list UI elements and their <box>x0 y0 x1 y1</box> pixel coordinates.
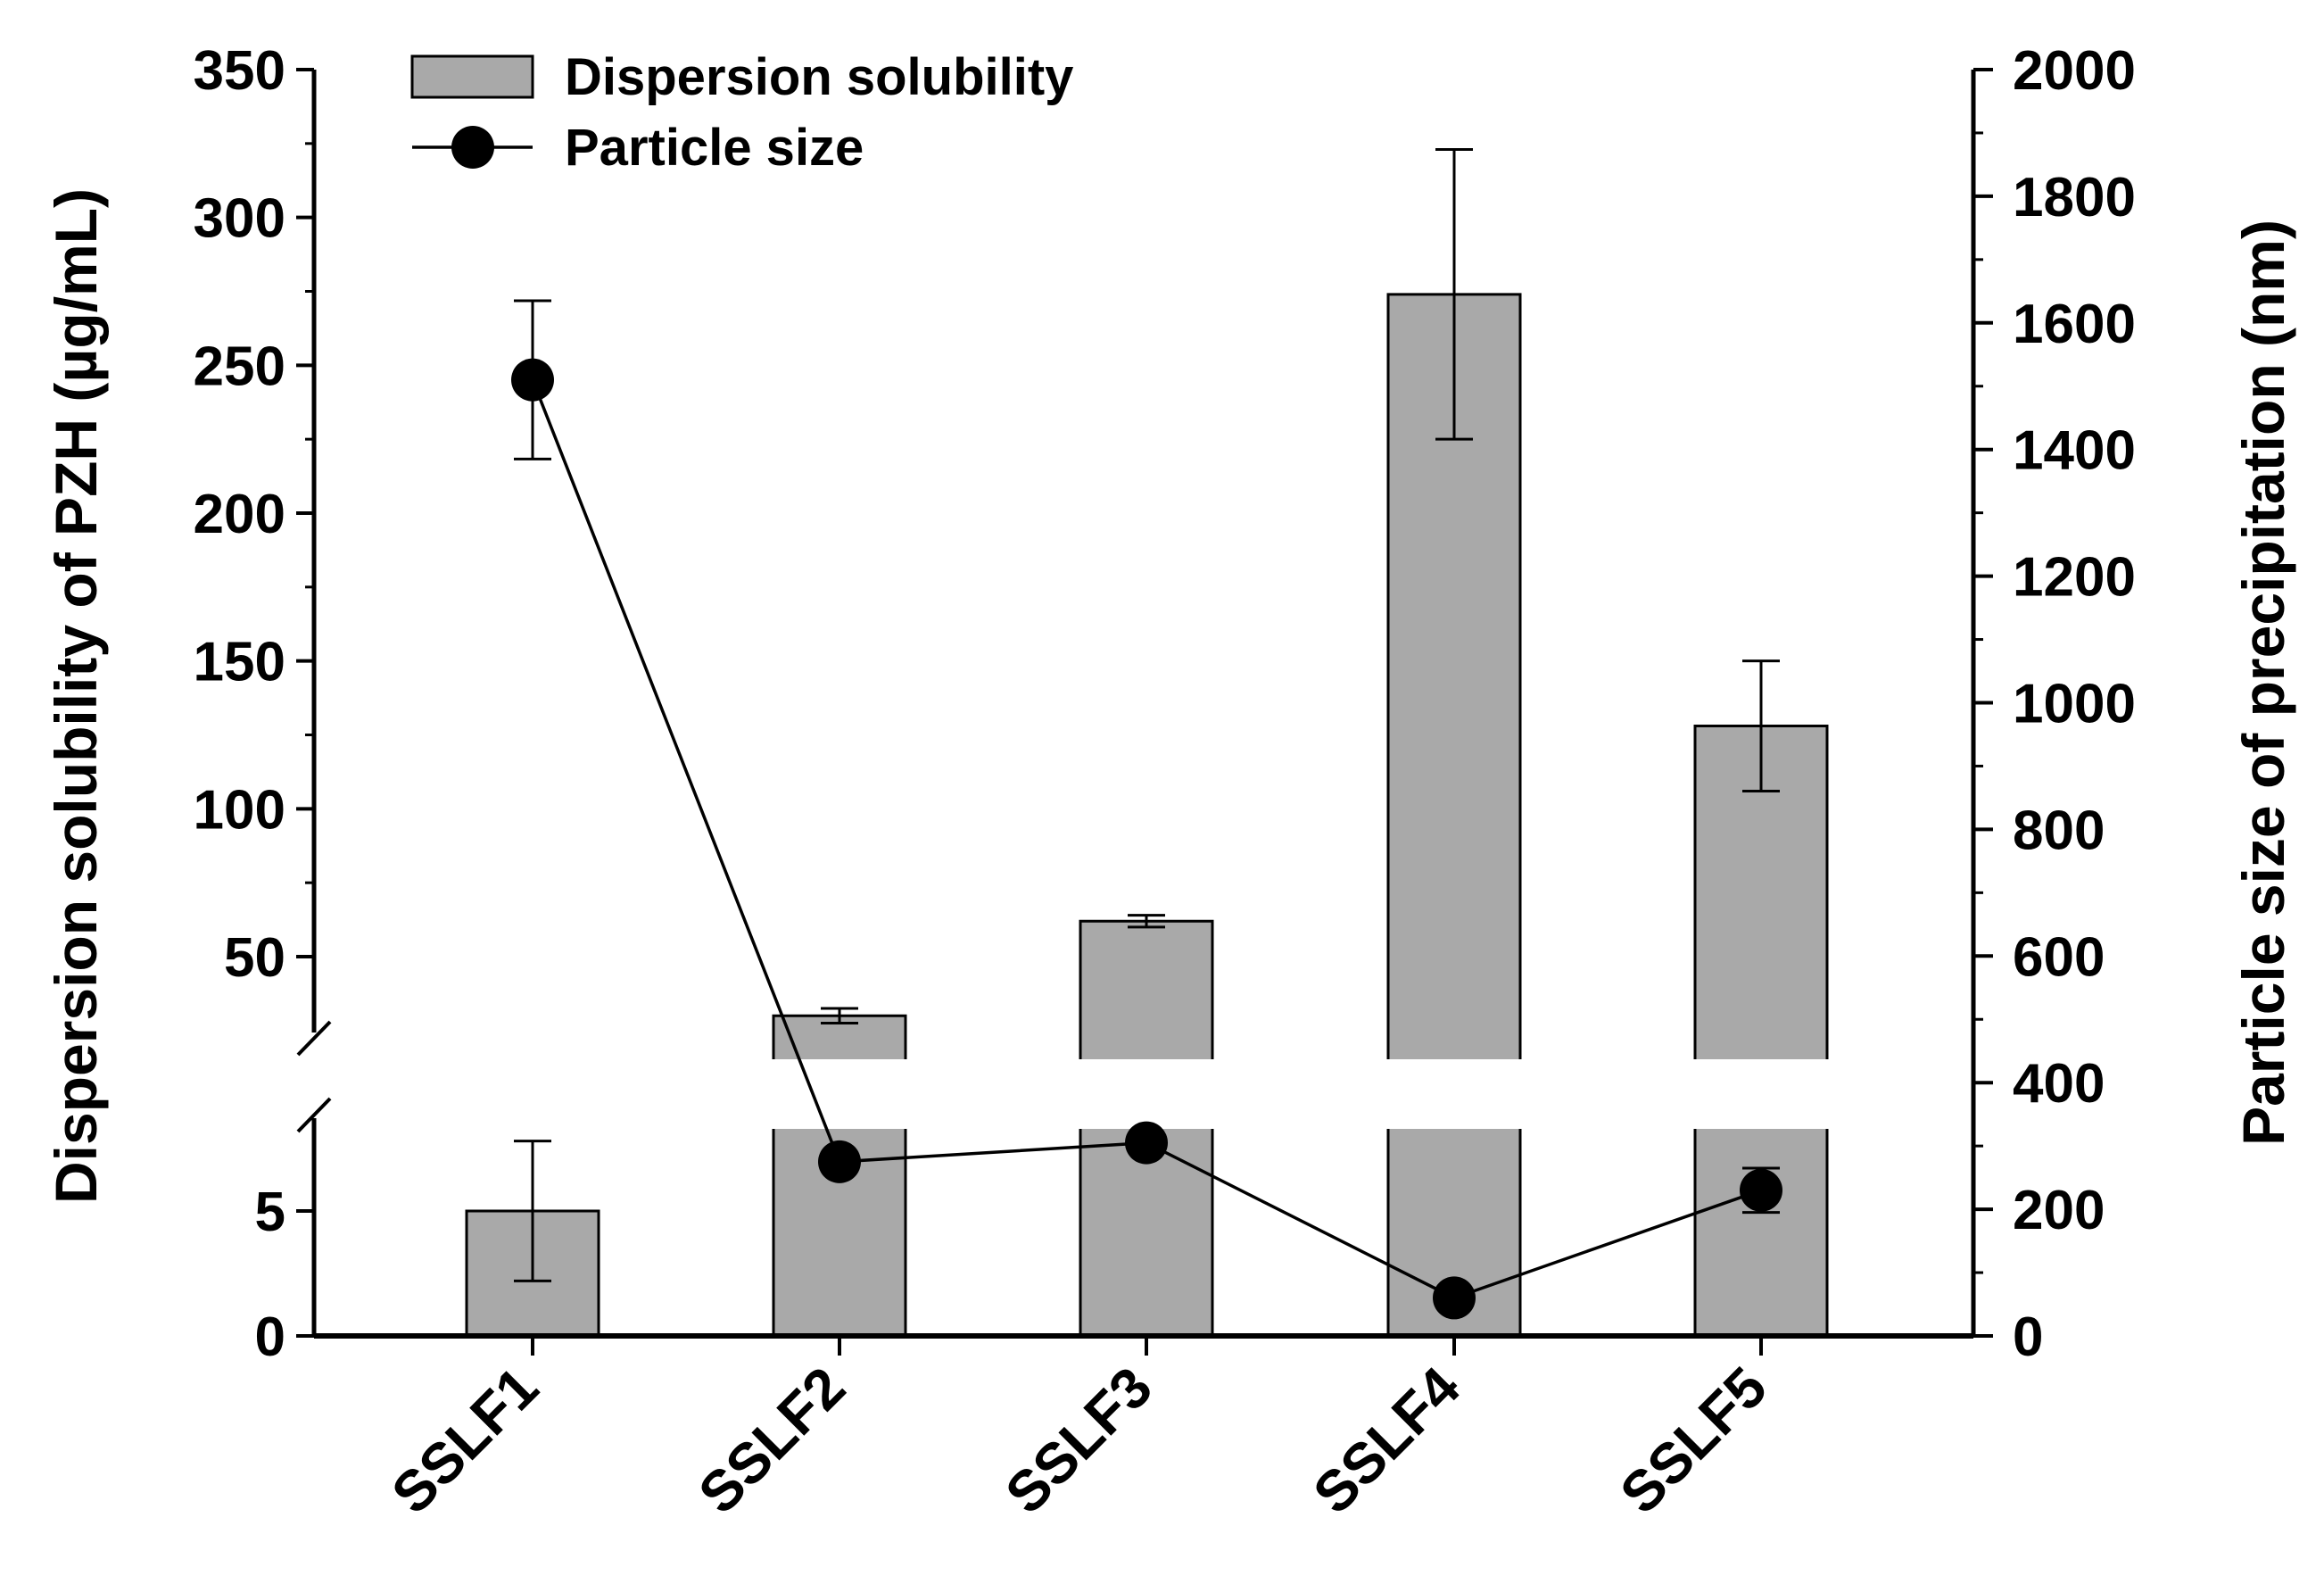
left-tick-label: 200 <box>194 484 285 545</box>
bar-sslf5-lower <box>1695 1129 1827 1336</box>
right-axis-title: Particle size of precipitation (nm) <box>2230 220 2296 1146</box>
right-tick-label: 1400 <box>2013 420 2136 482</box>
right-tick-label: 400 <box>2013 1053 2105 1115</box>
right-tick-label: 800 <box>2013 800 2105 861</box>
legend-bar-swatch <box>410 54 534 99</box>
left-tick-label: 5 <box>255 1182 285 1243</box>
x-tick-label-sslf5: SSLF5 <box>1608 1355 1779 1526</box>
x-tick-label-sslf3: SSLF3 <box>993 1355 1164 1526</box>
right-tick-label: 0 <box>2013 1306 2043 1368</box>
right-tick-label: 1600 <box>2013 294 2136 355</box>
right-tick-label: 2000 <box>2013 40 2136 102</box>
right-tick-label: 600 <box>2013 926 2105 988</box>
legend-marker-swatch <box>451 126 494 169</box>
axis-break-mark <box>296 1020 332 1057</box>
right-tick-label: 200 <box>2013 1180 2105 1241</box>
particle-size-point-sslf1 <box>511 358 554 402</box>
left-tick-label: 50 <box>224 927 285 989</box>
left-tick-label: 0 <box>255 1306 285 1368</box>
right-tick-label: 1800 <box>2013 167 2136 228</box>
left-tick-label: 300 <box>194 188 285 250</box>
bar-sslf3-upper <box>1080 921 1212 1059</box>
left-tick-label: 150 <box>194 632 285 693</box>
right-tick-label: 1000 <box>2013 674 2136 735</box>
right-tick-label: 1200 <box>2013 547 2136 609</box>
particle-size-line-layer <box>511 299 1782 1320</box>
legend-label-particle-size: Particle size <box>565 119 864 177</box>
x-tick-label-sslf2: SSLF2 <box>686 1355 857 1526</box>
error-bars-layer <box>514 147 1780 1282</box>
x-tick-label-sslf1: SSLF1 <box>379 1355 550 1526</box>
legend-label-dispersion-solubility: Dispersion solubility <box>565 48 1073 106</box>
left-tick-label: 250 <box>194 336 285 397</box>
particle-size-point-sslf2 <box>818 1140 861 1183</box>
particle-size-point-sslf4 <box>1433 1276 1476 1320</box>
legend: Dispersion solubility Particle size <box>410 48 1073 177</box>
particle-size-point-sslf3 <box>1125 1121 1168 1165</box>
axes-layer <box>296 68 1993 1356</box>
left-tick-label: 100 <box>194 779 285 841</box>
left-axis-title: Dispersion solubility of PZH (µg/mL) <box>43 188 109 1204</box>
bars-layer <box>465 293 1829 1338</box>
particle-size-point-sslf5 <box>1740 1168 1782 1212</box>
x-tick-label-sslf4: SSLF4 <box>1301 1355 1472 1526</box>
axis-break-mark <box>296 1097 332 1133</box>
left-tick-label: 350 <box>194 40 285 102</box>
